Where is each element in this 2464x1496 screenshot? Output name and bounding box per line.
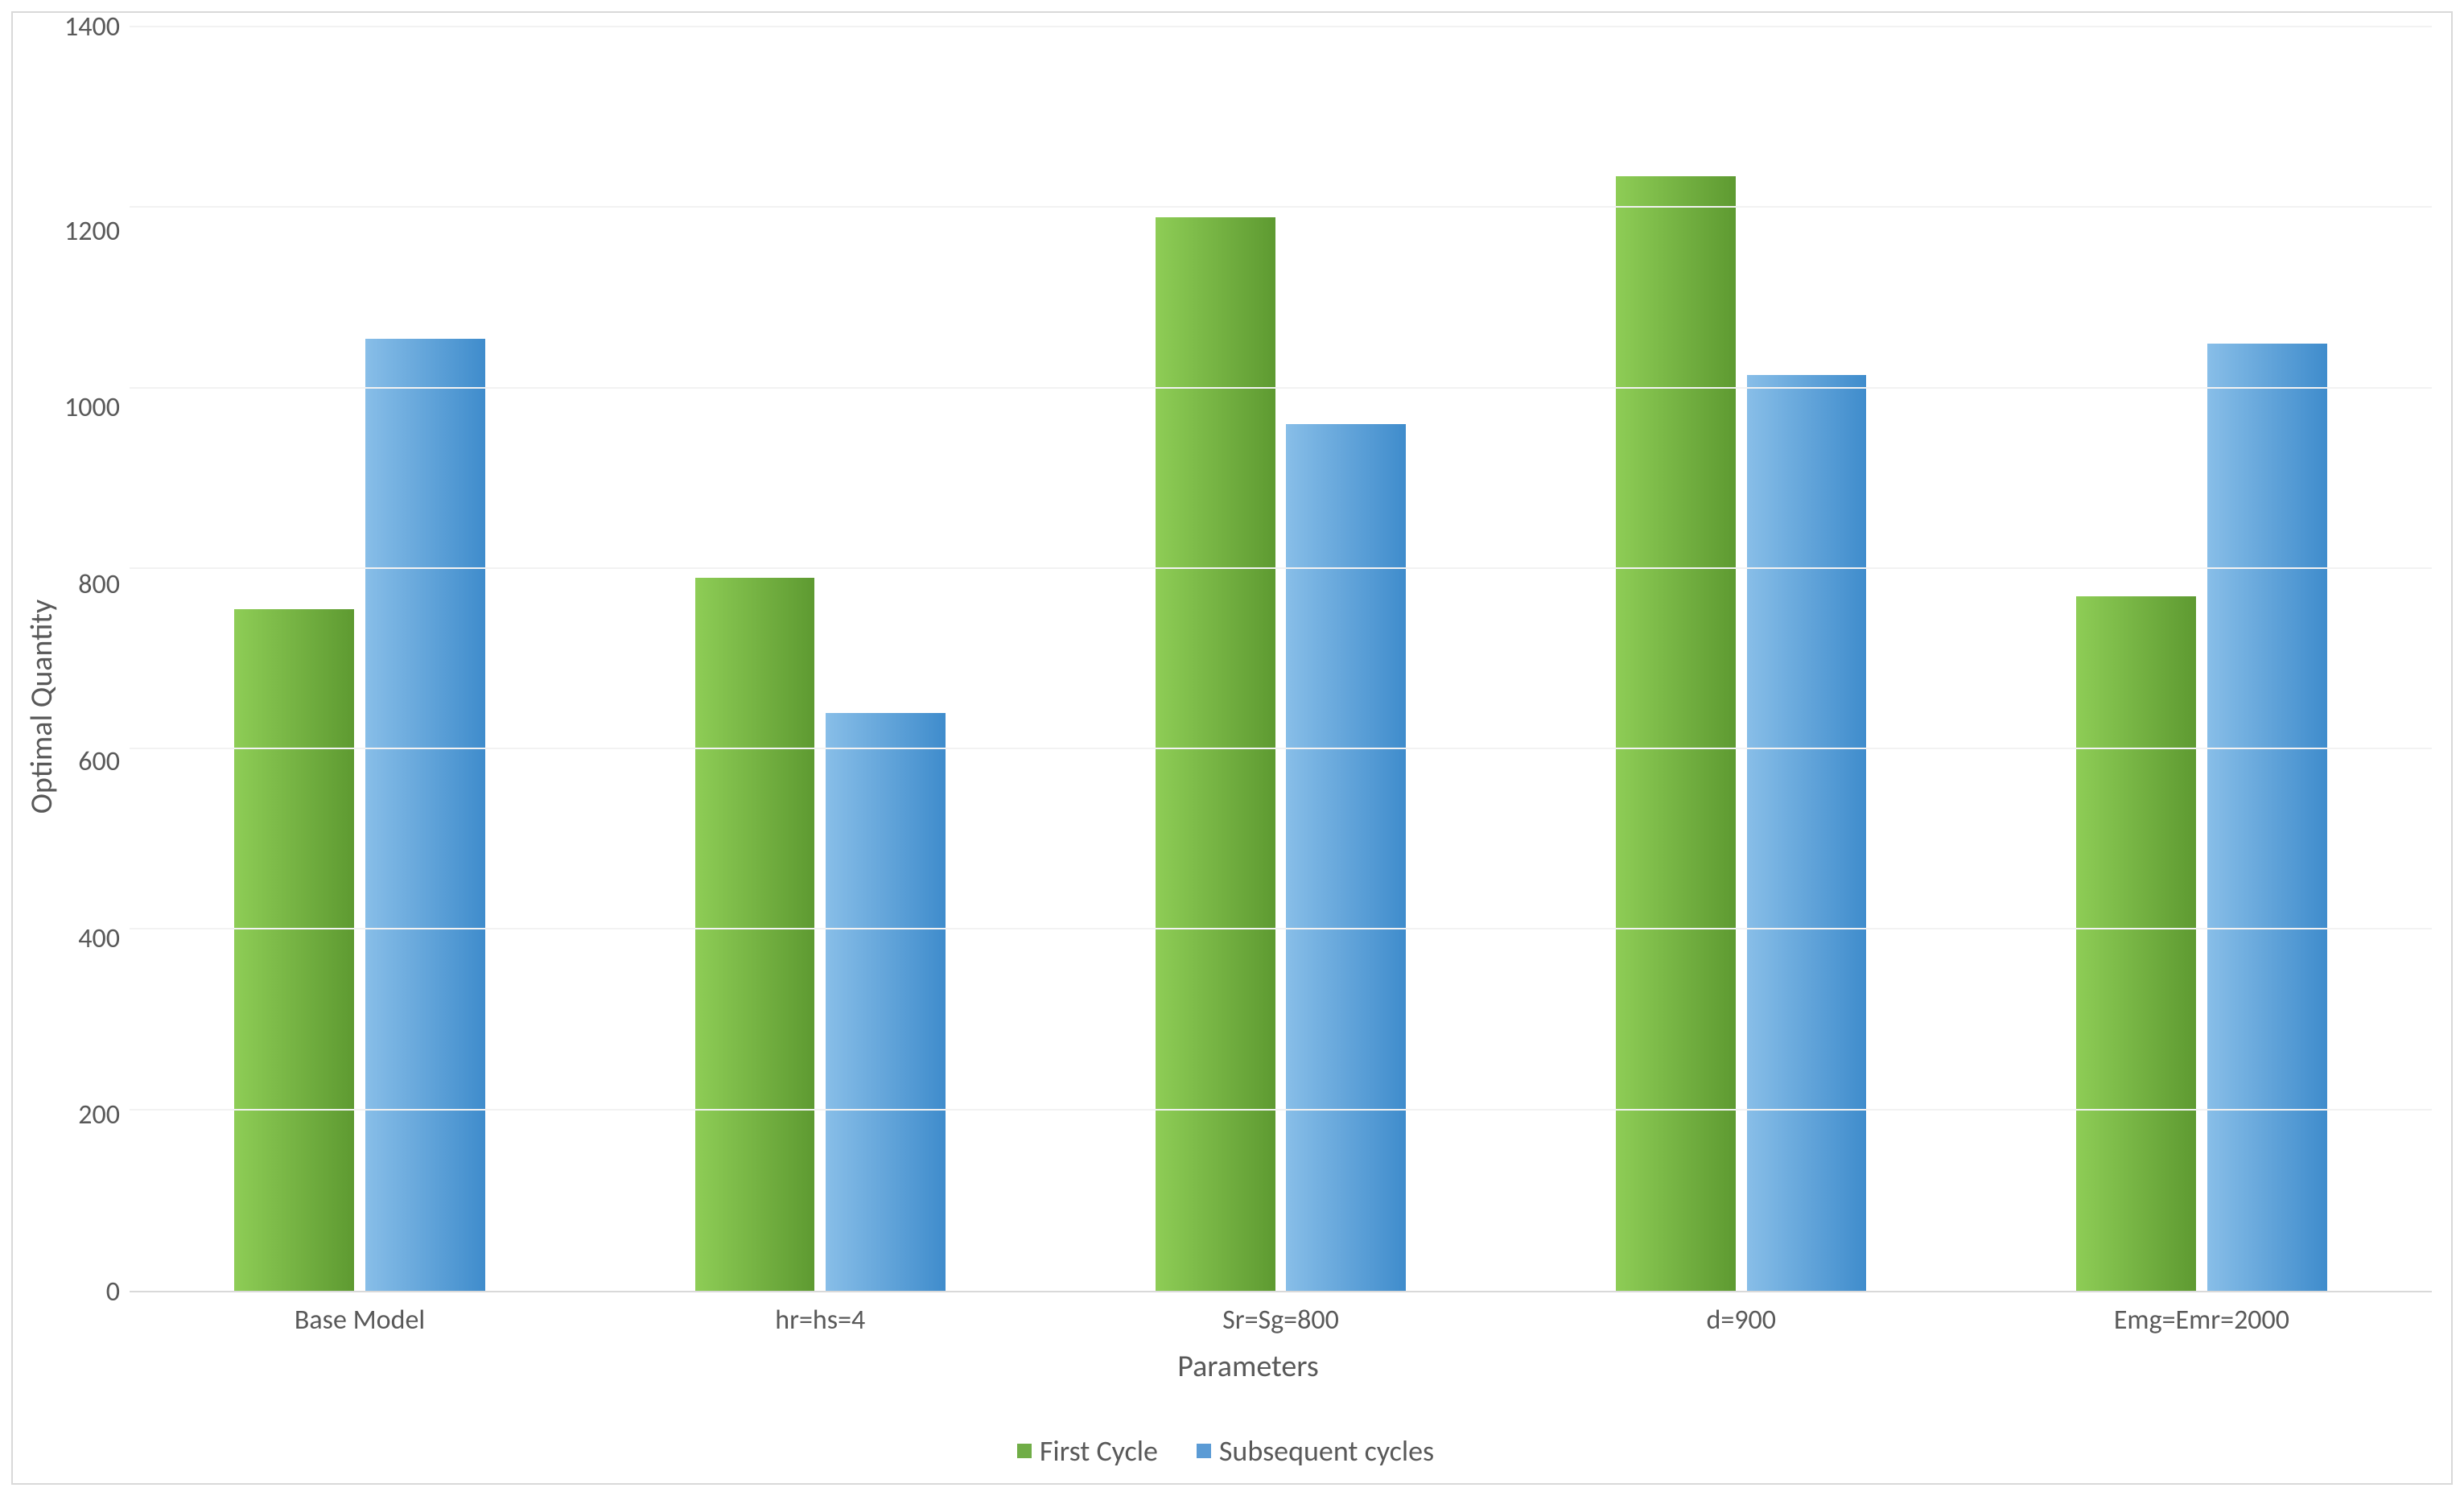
bar	[1286, 424, 1406, 1291]
y-tick: 200	[78, 1102, 120, 1129]
bar-groups	[130, 27, 2432, 1291]
bar-group	[1972, 27, 2432, 1291]
x-tick: Sr=Sg=800	[1050, 1304, 1510, 1337]
x-axis-ticks: Base Modelhr=hs=4Sr=Sg=800d=900Emg=Emr=2…	[130, 1304, 2432, 1337]
legend: First Cycle Subsequent cycles	[19, 1433, 2432, 1469]
x-tick: Base Model	[130, 1304, 590, 1337]
bar	[2207, 344, 2327, 1292]
y-axis-label-container: Optimal Quantity	[19, 27, 64, 1385]
x-tick-spacer	[64, 1304, 130, 1337]
chart-body: Optimal Quantity 14001200100080060040020…	[19, 27, 2432, 1385]
x-tick: hr=hs=4	[590, 1304, 1050, 1337]
legend-swatch	[1197, 1444, 1211, 1458]
y-tick: 1200	[64, 218, 120, 245]
bar	[695, 578, 815, 1291]
x-tick: Emg=Emr=2000	[1972, 1304, 2432, 1337]
bar	[1156, 217, 1275, 1292]
bar	[2076, 596, 2196, 1292]
plot-area	[130, 27, 2432, 1292]
y-tick: 1400	[64, 14, 120, 41]
bar	[234, 609, 354, 1291]
bar-group	[1050, 27, 1510, 1291]
y-tick: 600	[78, 748, 120, 776]
bar	[826, 713, 946, 1291]
y-axis-ticks: 1400120010008006004002000	[64, 27, 130, 1292]
chart-border: Optimal Quantity 1400 1200 1000 800 600 400 20…	[11, 11, 2453, 1485]
bar-group	[130, 27, 590, 1291]
bar	[365, 339, 485, 1291]
legend-item: Subsequent cycles	[1197, 1433, 1434, 1469]
y-axis-label: Optimal Quantity	[23, 599, 60, 813]
bar	[1616, 176, 1736, 1291]
x-axis-ticks-row: Base Modelhr=hs=4Sr=Sg=800d=900Emg=Emr=2…	[64, 1304, 2432, 1337]
x-axis-label: Parameters	[64, 1348, 2432, 1385]
y-tick: 0	[106, 1279, 120, 1306]
y-tick: 400	[78, 925, 120, 953]
legend-item: First Cycle	[1017, 1433, 1158, 1469]
x-tick: d=900	[1511, 1304, 1972, 1337]
legend-label: First Cycle	[1040, 1433, 1158, 1469]
plot-row: 1400120010008006004002000	[64, 27, 2432, 1292]
bar	[1747, 375, 1867, 1291]
bar-group	[1511, 27, 1972, 1291]
chart-container: Optimal Quantity 1400 1200 1000 800 600 400 20…	[0, 0, 2464, 1496]
y-tick: 1000	[64, 394, 120, 422]
legend-swatch	[1017, 1444, 1032, 1458]
plot-column: 1400120010008006004002000 Base Modelhr=h…	[64, 27, 2432, 1385]
y-tick: 800	[78, 571, 120, 599]
legend-label: Subsequent cycles	[1219, 1433, 1434, 1469]
bar-group	[590, 27, 1050, 1291]
